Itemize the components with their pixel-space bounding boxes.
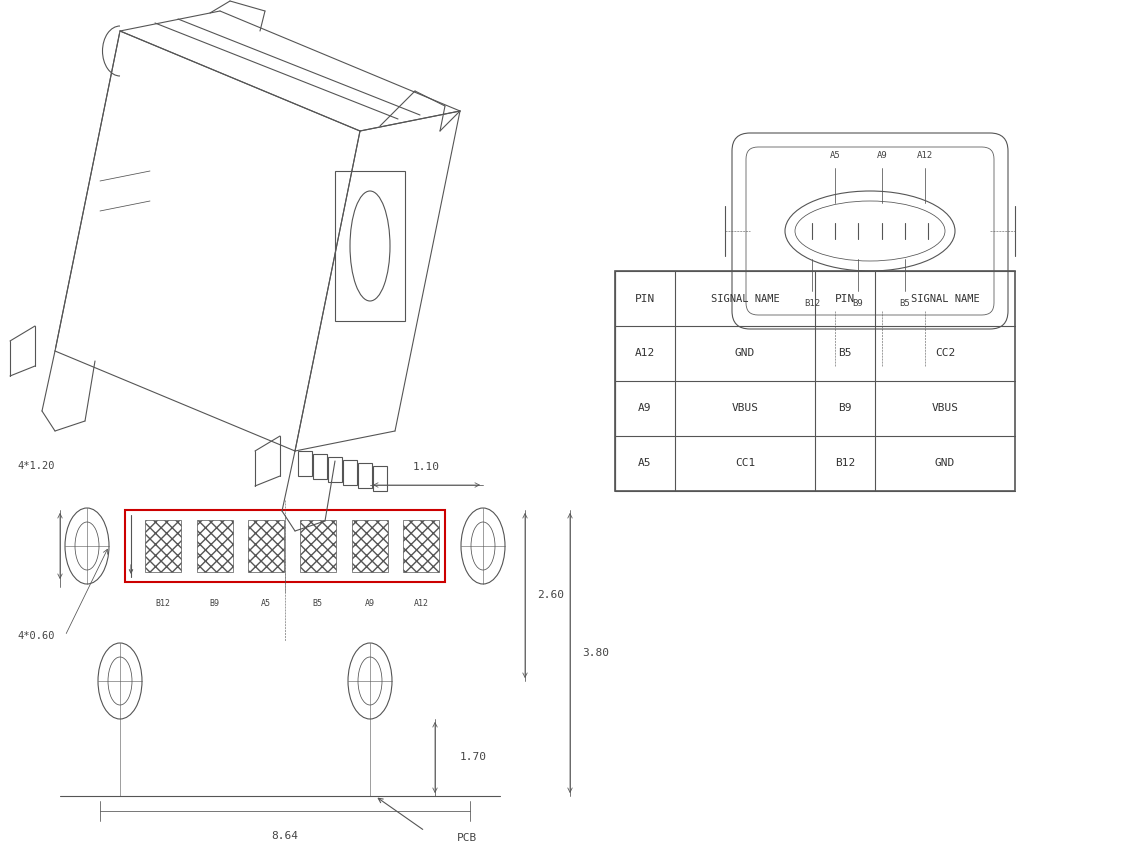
Text: B5: B5 bbox=[900, 299, 910, 307]
Text: VBUS: VBUS bbox=[932, 404, 959, 413]
Text: A5: A5 bbox=[829, 152, 841, 160]
Text: 2.60: 2.60 bbox=[536, 591, 564, 600]
Text: A12: A12 bbox=[413, 599, 428, 609]
FancyBboxPatch shape bbox=[732, 133, 1008, 329]
Bar bbox=[125, 510, 445, 582]
Text: GND: GND bbox=[935, 459, 956, 468]
Ellipse shape bbox=[472, 522, 495, 570]
Text: 4*1.20: 4*1.20 bbox=[17, 461, 55, 471]
Text: A5: A5 bbox=[638, 459, 652, 468]
Text: B5: B5 bbox=[313, 599, 322, 609]
Text: 8.64: 8.64 bbox=[271, 831, 298, 841]
Ellipse shape bbox=[98, 643, 142, 719]
Ellipse shape bbox=[349, 643, 392, 719]
Text: 3.80: 3.80 bbox=[582, 648, 609, 658]
Bar bbox=[403, 520, 440, 572]
Text: 1.10: 1.10 bbox=[413, 462, 440, 472]
Bar bbox=[197, 520, 232, 572]
Bar bbox=[372, 466, 387, 491]
Ellipse shape bbox=[785, 191, 954, 271]
Text: B5: B5 bbox=[838, 349, 852, 358]
Text: VBUS: VBUS bbox=[731, 404, 759, 413]
Text: B12: B12 bbox=[835, 459, 855, 468]
Text: 4*0.60: 4*0.60 bbox=[17, 631, 55, 641]
Ellipse shape bbox=[795, 201, 945, 261]
Text: CC2: CC2 bbox=[935, 349, 956, 358]
Text: B9: B9 bbox=[838, 404, 852, 413]
Ellipse shape bbox=[358, 657, 382, 705]
Ellipse shape bbox=[350, 191, 390, 301]
Text: A9: A9 bbox=[638, 404, 652, 413]
Bar bbox=[313, 454, 327, 479]
Text: CC1: CC1 bbox=[735, 459, 755, 468]
Text: PCB: PCB bbox=[457, 833, 477, 843]
Text: B9: B9 bbox=[853, 299, 863, 307]
Text: B12: B12 bbox=[155, 599, 171, 609]
Text: A12: A12 bbox=[917, 152, 933, 160]
Bar bbox=[335, 171, 405, 321]
Bar bbox=[328, 457, 342, 482]
Bar bbox=[352, 520, 387, 572]
Ellipse shape bbox=[65, 508, 109, 584]
Text: B12: B12 bbox=[804, 299, 820, 307]
Text: SIGNAL NAME: SIGNAL NAME bbox=[711, 294, 779, 303]
Text: A9: A9 bbox=[877, 152, 887, 160]
Ellipse shape bbox=[461, 508, 505, 584]
Bar bbox=[343, 460, 357, 485]
Text: 1.70: 1.70 bbox=[460, 753, 487, 763]
Bar bbox=[248, 520, 284, 572]
FancyBboxPatch shape bbox=[746, 147, 994, 315]
Bar bbox=[298, 451, 312, 476]
Text: A9: A9 bbox=[364, 599, 375, 609]
Bar bbox=[145, 520, 181, 572]
Text: SIGNAL NAME: SIGNAL NAME bbox=[910, 294, 980, 303]
Bar bbox=[615, 271, 1015, 491]
Bar bbox=[358, 463, 372, 488]
Bar bbox=[300, 520, 336, 572]
Text: PIN: PIN bbox=[634, 294, 655, 303]
Text: A5: A5 bbox=[261, 599, 271, 609]
Ellipse shape bbox=[108, 657, 132, 705]
Ellipse shape bbox=[75, 522, 99, 570]
Text: PIN: PIN bbox=[835, 294, 855, 303]
Text: B9: B9 bbox=[210, 599, 220, 609]
Text: GND: GND bbox=[735, 349, 755, 358]
Text: A12: A12 bbox=[634, 349, 655, 358]
